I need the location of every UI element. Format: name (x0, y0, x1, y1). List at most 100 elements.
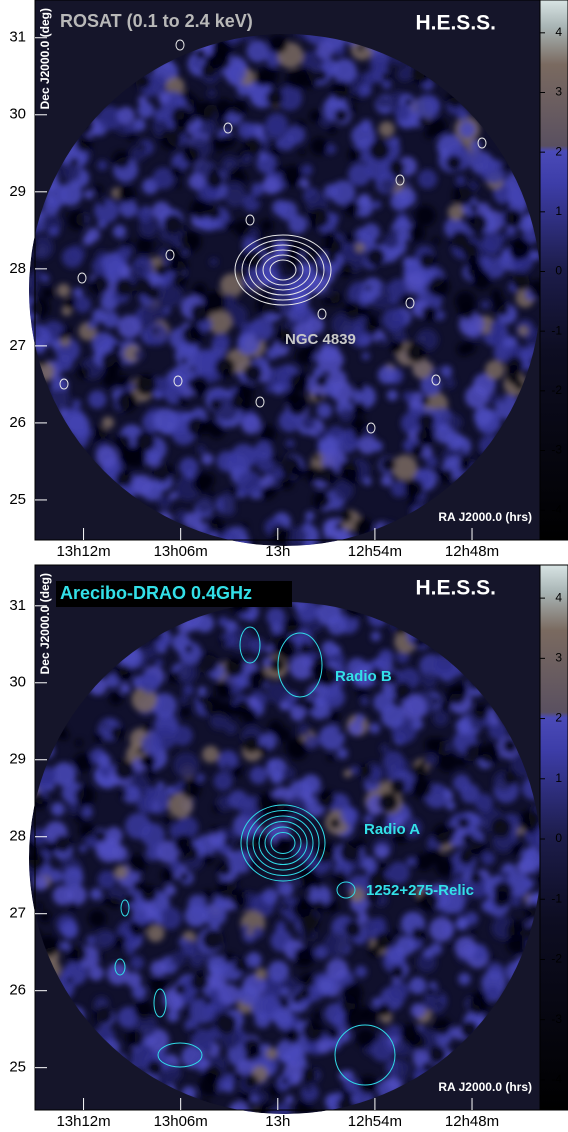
dark-blob (115, 469, 134, 487)
noise-blob (101, 416, 114, 429)
noise-blob (266, 347, 279, 360)
noise-blob (153, 108, 167, 122)
dark-blob (271, 632, 290, 652)
noise-blob (470, 139, 482, 151)
dark-blob (318, 269, 328, 279)
dark-blob (181, 145, 200, 164)
noise-blob (251, 182, 265, 196)
noise-blob (230, 443, 257, 470)
noise-blob (333, 480, 354, 501)
noise-blob (481, 900, 494, 913)
dark-blob (174, 983, 186, 995)
noise-blob (225, 189, 244, 208)
dark-blob (76, 365, 90, 379)
annotation: 1252+275-Relic (366, 882, 474, 899)
noise-blob (299, 178, 310, 189)
noise-blob (179, 695, 189, 705)
noise-blob (81, 806, 93, 818)
dark-blob (479, 742, 501, 765)
dark-blob (456, 342, 471, 357)
dark-blob (411, 443, 425, 457)
noise-blob (372, 440, 383, 452)
colorbar-tick-label: 1 (555, 204, 562, 218)
dark-blob (479, 827, 487, 835)
dark-blob (29, 235, 38, 256)
noise-blob (172, 725, 193, 746)
noise-blob (332, 58, 357, 83)
noise-blob (277, 200, 298, 221)
dark-blob (368, 139, 390, 161)
noise-blob (138, 671, 161, 694)
dark-blob (233, 218, 252, 237)
dark-blob (305, 1084, 312, 1092)
noise-blob (61, 162, 81, 182)
noise-blob (117, 1006, 140, 1029)
dark-blob (301, 1067, 318, 1083)
y-axis-label: Dec J2000.0 (deg) (38, 573, 52, 674)
dark-blob (207, 516, 223, 533)
noise-blob (207, 88, 216, 98)
dark-blob (279, 999, 290, 1009)
noise-blob (336, 747, 348, 760)
noise-blob (340, 806, 357, 823)
dark-blob (273, 164, 283, 174)
noise-blob (202, 902, 227, 927)
colorbar-tick-label: 3 (555, 651, 562, 665)
noise-blob (33, 875, 48, 891)
dark-blob (415, 426, 435, 446)
noise-blob (119, 199, 138, 218)
dark-blob (389, 778, 407, 795)
noise-blob (95, 445, 118, 469)
noise-blob (481, 300, 490, 309)
dark-blob (343, 301, 364, 321)
colorbar-tick-label: 2 (555, 711, 562, 725)
noise-blob (423, 948, 434, 958)
noise-blob (132, 984, 147, 1000)
dark-blob (360, 1006, 371, 1018)
dark-blob (190, 198, 211, 220)
noise-blob (279, 700, 289, 711)
noise-blob (313, 366, 324, 377)
dark-blob (216, 880, 236, 900)
y-tick-label: 27 (9, 337, 26, 354)
dark-blob (287, 394, 309, 417)
noise-blob (444, 377, 456, 389)
dark-blob (408, 224, 426, 242)
dark-blob (314, 881, 323, 890)
dark-blob (101, 373, 117, 388)
dark-blob (240, 522, 248, 531)
dark-blob (108, 896, 121, 909)
noise-blob (429, 916, 455, 942)
dark-blob (452, 184, 475, 207)
dark-blob (213, 804, 221, 813)
dark-blob (368, 945, 381, 958)
contour (59, 378, 69, 390)
colorbar-tick-label: -4 (551, 502, 562, 516)
contour (77, 272, 87, 284)
dark-blob (109, 691, 123, 705)
dark-blob (310, 137, 329, 156)
contour (252, 815, 314, 871)
noise-blob (49, 226, 60, 237)
dark-blob (287, 739, 308, 760)
colorbar-tick-label: 1 (555, 771, 562, 785)
colorbar-tick-label: 0 (555, 831, 562, 845)
dark-blob (194, 100, 216, 122)
noise-blob (72, 399, 82, 409)
noise-blob (61, 246, 83, 268)
noise-blob (238, 984, 259, 1006)
contour (223, 122, 233, 134)
dark-blob (331, 80, 352, 101)
x-axis-label: RA J2000.0 (hrs) (438, 510, 532, 524)
contour (431, 374, 441, 386)
noise-blob (369, 53, 390, 74)
noise-blob (455, 175, 466, 186)
dark-blob (96, 952, 104, 960)
contour (114, 958, 126, 976)
noise-blob (379, 743, 390, 754)
dark-blob (75, 135, 93, 153)
dark-blob (490, 816, 512, 839)
dark-blob (210, 826, 220, 835)
dark-blob (258, 231, 266, 239)
colorbar-tick-label: 0 (555, 264, 562, 278)
